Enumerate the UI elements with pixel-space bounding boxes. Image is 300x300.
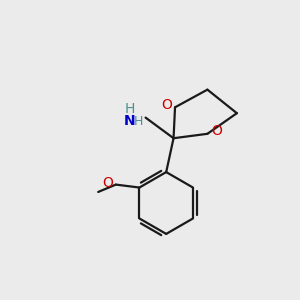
Text: O: O — [212, 124, 222, 138]
Text: O: O — [102, 176, 113, 190]
Text: H: H — [134, 115, 143, 128]
Text: N: N — [124, 114, 135, 128]
Text: O: O — [161, 98, 172, 112]
Text: H: H — [124, 102, 135, 116]
